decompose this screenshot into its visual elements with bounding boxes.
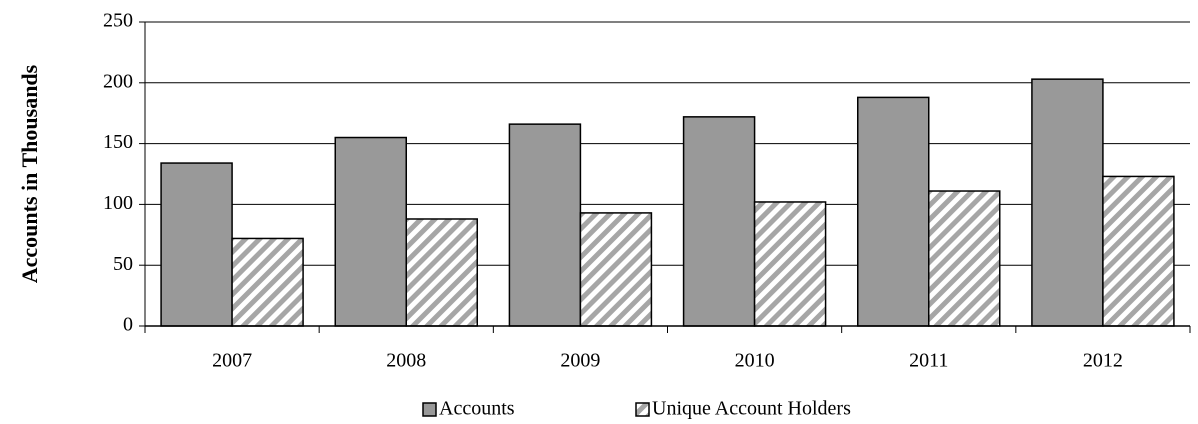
bar <box>682 116 756 327</box>
bar <box>1102 175 1175 327</box>
bar <box>334 136 407 327</box>
y-tick-label: 200 <box>103 70 133 92</box>
x-tick-label: 2010 <box>735 350 775 372</box>
legend-label: Accounts <box>439 398 515 420</box>
y-tick-label: 100 <box>103 192 133 214</box>
x-tick-label: 2009 <box>560 350 600 372</box>
y-tick-label: 0 <box>123 314 133 336</box>
bar <box>231 237 304 327</box>
x-tick-label: 2011 <box>909 350 948 372</box>
y-axis-label: Accounts in Thousands <box>17 64 42 283</box>
bar <box>928 190 1001 327</box>
y-tick-label: 150 <box>103 131 133 153</box>
y-tick-label: 250 <box>103 10 133 32</box>
legend-label: Unique Account Holders <box>652 398 851 420</box>
bar <box>857 96 930 327</box>
legend-swatch <box>422 402 437 417</box>
x-tick-label: 2008 <box>386 350 426 372</box>
bar <box>405 218 478 327</box>
bar <box>160 162 233 327</box>
bar <box>508 123 582 327</box>
bar <box>579 212 653 327</box>
x-tick-label: 2007 <box>212 350 252 372</box>
bar <box>1031 78 1104 327</box>
x-tick-label: 2012 <box>1083 350 1123 372</box>
y-tick-label: 50 <box>113 253 133 275</box>
legend-swatch <box>635 402 650 417</box>
bar <box>753 201 827 327</box>
